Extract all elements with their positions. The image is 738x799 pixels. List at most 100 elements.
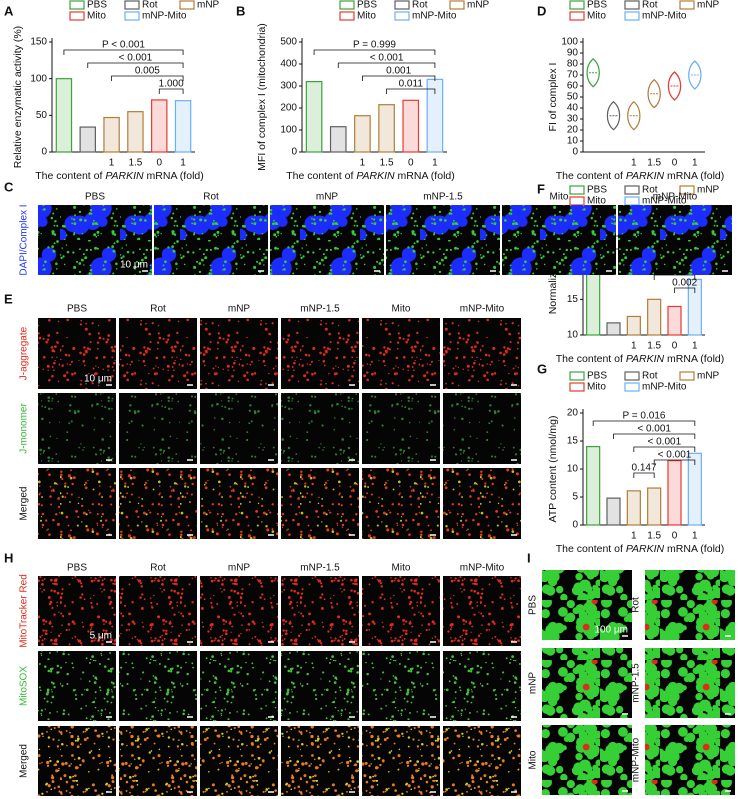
significance-label: < 0.001 xyxy=(119,53,153,64)
x-axis-label: The content of PARKIN mRNA (fold) xyxy=(35,170,203,182)
y-tick-label: 50 xyxy=(567,92,579,103)
x-axis-label-part: The content of xyxy=(556,170,626,182)
x-tick-label: 1 xyxy=(360,158,366,169)
x-tick-label: 1 xyxy=(692,531,698,542)
micrograph-signal xyxy=(502,205,616,275)
scale-bar-label: 10 μm xyxy=(84,374,112,385)
x-tick-label: 0 xyxy=(408,158,414,169)
micrograph-signal xyxy=(443,468,521,539)
significance-label: < 0.001 xyxy=(637,424,671,435)
legend-label: mNP xyxy=(697,0,720,11)
x-tick-label: 1 xyxy=(109,158,115,169)
row-label: Merged xyxy=(19,487,30,521)
y-tick-label: 300 xyxy=(280,81,297,92)
bar xyxy=(151,99,168,153)
legend-label: PBS xyxy=(587,185,607,196)
significance-bracket xyxy=(63,49,184,55)
micrograph-signal xyxy=(542,725,632,795)
legend-swatch xyxy=(569,196,585,206)
violin xyxy=(688,60,702,90)
column-label: PBS xyxy=(85,192,105,203)
micrograph-signal xyxy=(200,726,278,796)
legend-swatch xyxy=(569,11,585,21)
legend-label: PBS xyxy=(587,371,607,382)
micrograph-signal xyxy=(281,393,359,464)
micrograph-signal xyxy=(281,726,359,796)
significance-label: P < 0.001 xyxy=(102,40,145,51)
legend-label: PBS xyxy=(357,0,377,11)
significance-label: 0.001 xyxy=(386,66,411,77)
y-tick-label: 10 xyxy=(567,136,579,147)
legend-label: Mito xyxy=(587,196,606,207)
violin xyxy=(647,78,661,109)
violin xyxy=(606,100,621,131)
tile-label: mNP-Mito xyxy=(631,737,642,782)
legend-label: mNP-Mito xyxy=(142,11,187,22)
micrograph-signal xyxy=(119,468,197,539)
x-tick-label: 1.5 xyxy=(380,158,394,169)
y-axis-label: Relative enzymatic activity (%) xyxy=(12,26,24,168)
micrograph-signal xyxy=(386,205,500,275)
micrograph-signal xyxy=(119,726,197,796)
bar xyxy=(354,115,371,153)
micrograph-signal xyxy=(281,318,359,389)
micrograph-signal xyxy=(270,205,384,275)
x-tick-label: 1 xyxy=(631,531,637,542)
legend-swatch xyxy=(179,0,195,10)
y-tick-label: 80 xyxy=(567,59,579,70)
x-tick-label: 1 xyxy=(180,158,186,169)
x-axis-label: The content of PARKIN mRNA (fold) xyxy=(556,353,724,365)
column-label: mNP-Mito xyxy=(460,563,505,574)
legend-swatch xyxy=(569,0,585,10)
significance-bracket xyxy=(337,62,436,68)
legend-label: Mito xyxy=(357,11,376,22)
x-axis-label-part: mRNA (fold) xyxy=(664,353,724,365)
bar xyxy=(667,305,682,336)
legend-label: mNP xyxy=(697,371,720,382)
y-tick-label: 90 xyxy=(567,48,579,59)
legend-swatch xyxy=(124,11,140,21)
micrograph-signal xyxy=(200,468,278,539)
row-label: J-aggregate xyxy=(19,326,30,380)
legend-label: mNP xyxy=(197,0,220,11)
significance-bracket xyxy=(592,420,696,426)
micrograph-signal xyxy=(645,725,735,795)
x-tick-label: 1.5 xyxy=(647,341,661,352)
y-tick-label: 100 xyxy=(30,73,47,84)
bar xyxy=(79,126,96,153)
y-tick-label: 400 xyxy=(280,59,297,70)
bar xyxy=(586,446,601,526)
legend-swatch xyxy=(449,0,465,10)
micrograph-signal xyxy=(281,576,359,646)
x-axis-label-part: mRNA (fold) xyxy=(664,170,724,182)
column-label: mNP-1.5 xyxy=(300,304,340,315)
bar xyxy=(329,126,347,153)
micrograph-signal xyxy=(281,651,359,721)
legend-label: mNP-Mito xyxy=(642,382,687,393)
panel-label: G xyxy=(537,361,547,376)
bar xyxy=(103,116,120,153)
x-axis-label-part: mRNA (fold) xyxy=(395,170,455,182)
significance-bracket xyxy=(633,446,696,452)
significance-label: 0.005 xyxy=(135,66,160,77)
bar xyxy=(606,497,621,526)
y-tick-label: 0 xyxy=(572,147,578,158)
row-label: MitoSOX xyxy=(19,666,30,706)
micrograph-signal xyxy=(119,651,197,721)
micrograph-signal xyxy=(200,318,278,389)
significance-bracket xyxy=(653,459,696,465)
x-axis-label-part: The content of xyxy=(286,170,356,182)
x-axis-label: The content of PARKIN mRNA (fold) xyxy=(556,170,724,182)
micrograph-signal xyxy=(645,648,735,718)
column-label: PBS xyxy=(67,304,87,315)
legend-label: Rot xyxy=(412,0,428,11)
tile-label: PBS xyxy=(528,595,539,615)
legend-label: Rot xyxy=(642,0,658,11)
x-axis-label-part: mRNA (fold) xyxy=(144,170,204,182)
legend-swatch xyxy=(569,371,585,381)
legend-swatch xyxy=(624,382,640,392)
legend-swatch xyxy=(679,185,695,195)
bar xyxy=(626,315,641,336)
y-tick-label: 30 xyxy=(567,114,579,125)
significance-bracket xyxy=(674,287,696,293)
